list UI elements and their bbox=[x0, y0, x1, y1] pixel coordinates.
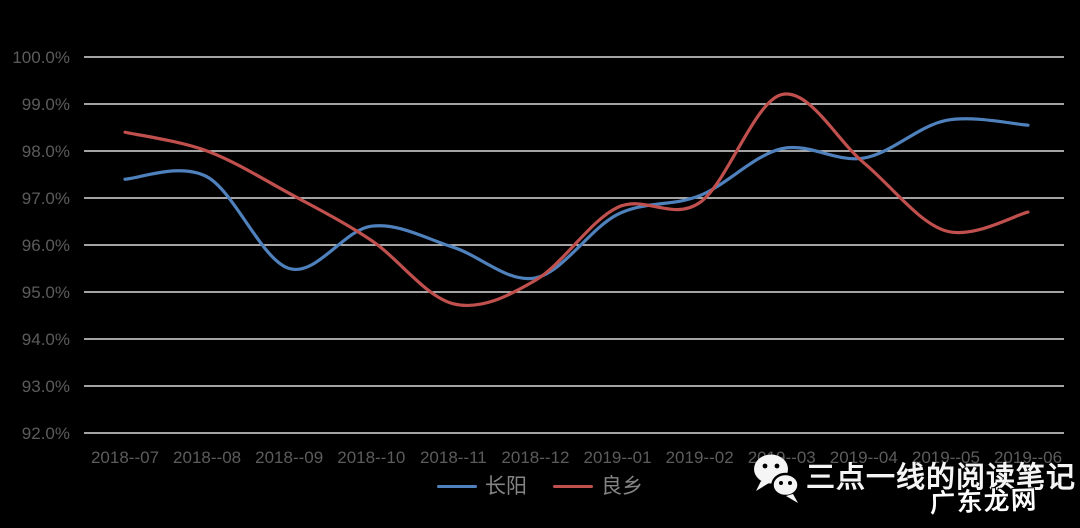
x-tick-label: 2018--09 bbox=[255, 448, 323, 467]
watermark: 三点一线的阅读笔记 bbox=[752, 452, 1076, 511]
y-axis-labels: 100.0% 99.0% 98.0% 97.0% 96.0% 95.0% 94.0% 93.0… bbox=[12, 48, 70, 443]
y-tick-label: 96.0% bbox=[22, 236, 70, 255]
corner-logo: 广东龙网 bbox=[929, 486, 1039, 518]
liangxiang-line bbox=[123, 92, 1030, 308]
x-tick-label: 2019--06 bbox=[994, 448, 1062, 467]
x-axis-labels: 2018--07 2018--08 2018--09 2018--10 2018--11… bbox=[91, 448, 1062, 467]
y-tick-label: 95.0% bbox=[22, 283, 70, 302]
x-tick-label: 2019--01 bbox=[584, 448, 652, 467]
watermark-text: 三点一线的阅读笔记 bbox=[806, 462, 1077, 494]
x-tick-label: 2018--10 bbox=[337, 448, 405, 467]
y-tick-label: 99.0% bbox=[22, 95, 70, 114]
series-lines bbox=[123, 92, 1030, 308]
y-tick-label: 94.0% bbox=[22, 330, 70, 349]
x-tick-label: 2019--02 bbox=[666, 448, 734, 467]
y-tick-label: 97.0% bbox=[22, 189, 70, 208]
x-tick-label: 2018--07 bbox=[91, 448, 159, 467]
x-tick-label: 2019--04 bbox=[830, 448, 898, 467]
changyang-line bbox=[123, 117, 1030, 281]
y-tick-label: 93.0% bbox=[22, 377, 70, 396]
y-tick-label: 98.0% bbox=[22, 142, 70, 161]
x-tick-label: 2018--12 bbox=[501, 448, 569, 467]
x-tick-label: 2019--05 bbox=[912, 448, 980, 467]
wechat-icon bbox=[752, 452, 800, 511]
y-tick-label: 100.0% bbox=[12, 48, 70, 67]
y-tick-label: 92.0% bbox=[22, 424, 70, 443]
x-tick-label: 2018--11 bbox=[420, 448, 487, 467]
x-tick-label: 2018--08 bbox=[173, 448, 241, 467]
